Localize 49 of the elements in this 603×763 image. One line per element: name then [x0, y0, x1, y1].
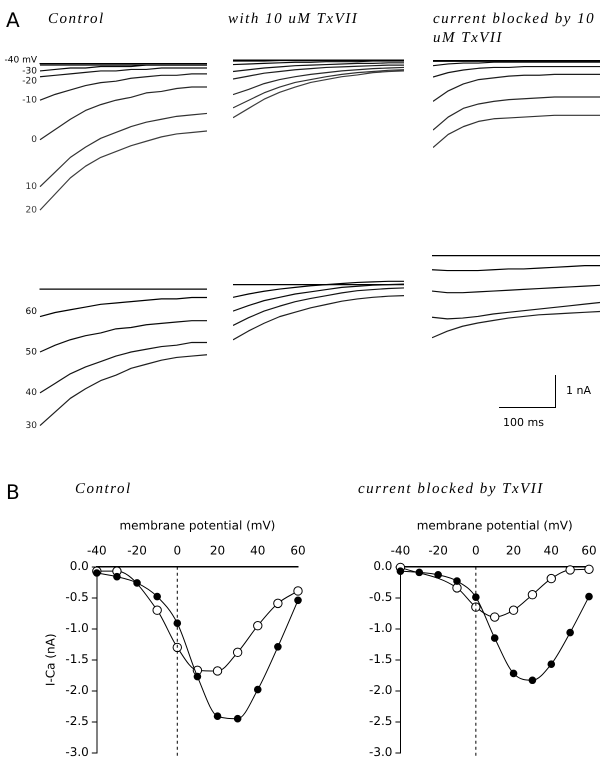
text: 1 nA [566, 384, 591, 397]
series-label: -20 [22, 76, 38, 86]
series-label: -40 mV [4, 55, 38, 66]
y-tick-label: -1.0 [368, 620, 392, 635]
y-tick-label: -3.0 [65, 744, 89, 759]
text: B [6, 480, 20, 504]
text: 100 ms [503, 416, 544, 429]
series-label: 60 [26, 307, 38, 318]
series-label: -30 [22, 66, 38, 76]
x-tick-label: 60 [290, 544, 306, 558]
x-tick-label: 0 [173, 544, 182, 558]
y-axis-title: I-Ca (nA) [43, 634, 58, 686]
chart-title: current blocked by TxVII [358, 480, 545, 499]
chart-title: Control [75, 480, 133, 499]
y-tick-label: 0.0 [70, 558, 89, 573]
chart-title: current blocked by 10 uM TxVII [433, 10, 596, 48]
x-tick-label: 20 [210, 544, 226, 558]
y-tick-label: -1.5 [368, 652, 392, 666]
x-tick-label: -40 [390, 544, 410, 558]
y-tick-label: -2.0 [65, 682, 89, 697]
y-tick-label: -3.0 [368, 744, 392, 759]
x-tick-label: 20 [506, 544, 522, 558]
y-tick-label: -2.5 [368, 714, 392, 728]
x-tick-label: 40 [544, 544, 559, 558]
y-tick-label: -1.5 [65, 652, 89, 666]
x-tick-label: 0 [472, 544, 480, 558]
y-tick-label: -1.0 [65, 620, 89, 635]
x-tick-label: -20 [127, 544, 147, 558]
series-label: 10 [26, 182, 38, 192]
text: A [6, 8, 20, 32]
x-tick-label: -40 [87, 544, 107, 558]
y-tick-label: 0.0 [373, 558, 392, 573]
chart-title: with 10 uM TxVII [228, 10, 360, 29]
series-label: 30 [26, 421, 38, 432]
series-label: 50 [26, 348, 38, 358]
y-tick-label: -2.5 [65, 714, 89, 728]
y-tick-label: -0.5 [65, 590, 89, 604]
series-label: -10 [22, 95, 38, 106]
y-tick-label: -2.0 [368, 682, 392, 697]
series-label: 40 [26, 388, 38, 398]
x-tick-label: -20 [428, 544, 448, 558]
x-tick-label: 60 [581, 544, 597, 558]
series-label: 0 [31, 134, 38, 145]
x-axis-title: membrane potential (mV) [119, 518, 276, 532]
series-label: 20 [26, 205, 38, 216]
x-axis-title: membrane potential (mV) [416, 518, 573, 532]
x-tick-label: 40 [250, 544, 266, 558]
chart-title: Control [48, 11, 105, 27]
y-tick-label: -0.5 [368, 590, 392, 604]
